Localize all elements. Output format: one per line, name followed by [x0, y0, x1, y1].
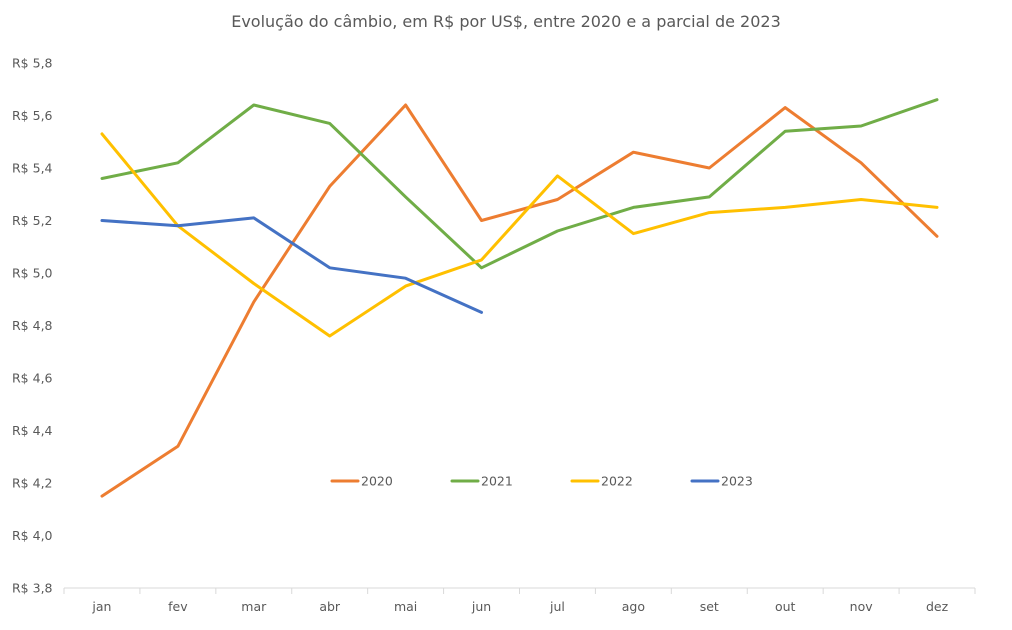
- y-tick-label: R$ 4,8: [12, 318, 53, 333]
- x-tick-label: jun: [471, 599, 491, 614]
- x-tick-label: dez: [926, 599, 949, 614]
- x-tick-label: out: [775, 599, 796, 614]
- x-tick-label: mai: [394, 599, 417, 614]
- legend: 2020 2021 2022 2023: [330, 474, 753, 489]
- x-tick-label: mar: [241, 599, 267, 614]
- x-tick-label: set: [700, 599, 719, 614]
- x-tick-label: jan: [91, 599, 111, 614]
- y-tick-label: R$ 5,6: [12, 108, 53, 123]
- y-tick-label: R$ 5,4: [12, 161, 53, 176]
- series-line-2023: [100, 216, 483, 314]
- y-tick-label: R$ 5,0: [12, 266, 53, 281]
- chart-title: Evolução do câmbio, em R$ por US$, entre…: [231, 12, 781, 31]
- series-lines: [100, 98, 939, 498]
- y-tick-label: R$ 4,0: [12, 528, 53, 543]
- y-tick-label: R$ 4,2: [12, 476, 53, 491]
- x-tick-label: ago: [622, 599, 645, 614]
- series-line-2022: [100, 132, 939, 338]
- x-tick-label: fev: [168, 599, 188, 614]
- y-tick-label: R$ 4,4: [12, 423, 53, 438]
- y-axis-ticks: R$ 3,8 R$ 4,0 R$ 4,2 R$ 4,4 R$ 4,6 R$ 4,8 R$ 5…: [12, 56, 53, 596]
- series-line-2020: [100, 103, 939, 498]
- legend-label-2020: 2020: [361, 474, 393, 489]
- x-tick-label: nov: [850, 599, 874, 614]
- legend-label-2023: 2023: [721, 474, 753, 489]
- legend-label-2021: 2021: [481, 474, 513, 489]
- x-tick-label: jul: [549, 599, 565, 614]
- legend-label-2022: 2022: [601, 474, 633, 489]
- x-tick-label: abr: [319, 599, 341, 614]
- y-tick-label: R$ 3,8: [12, 581, 53, 596]
- y-tick-label: R$ 4,6: [12, 371, 53, 386]
- series-line-2021: [100, 98, 939, 270]
- x-axis: jan fev mar abr mai jun jul ago set out nov dez: [63, 587, 976, 614]
- y-tick-label: R$ 5,8: [12, 56, 53, 71]
- y-tick-label: R$ 5,2: [12, 213, 53, 228]
